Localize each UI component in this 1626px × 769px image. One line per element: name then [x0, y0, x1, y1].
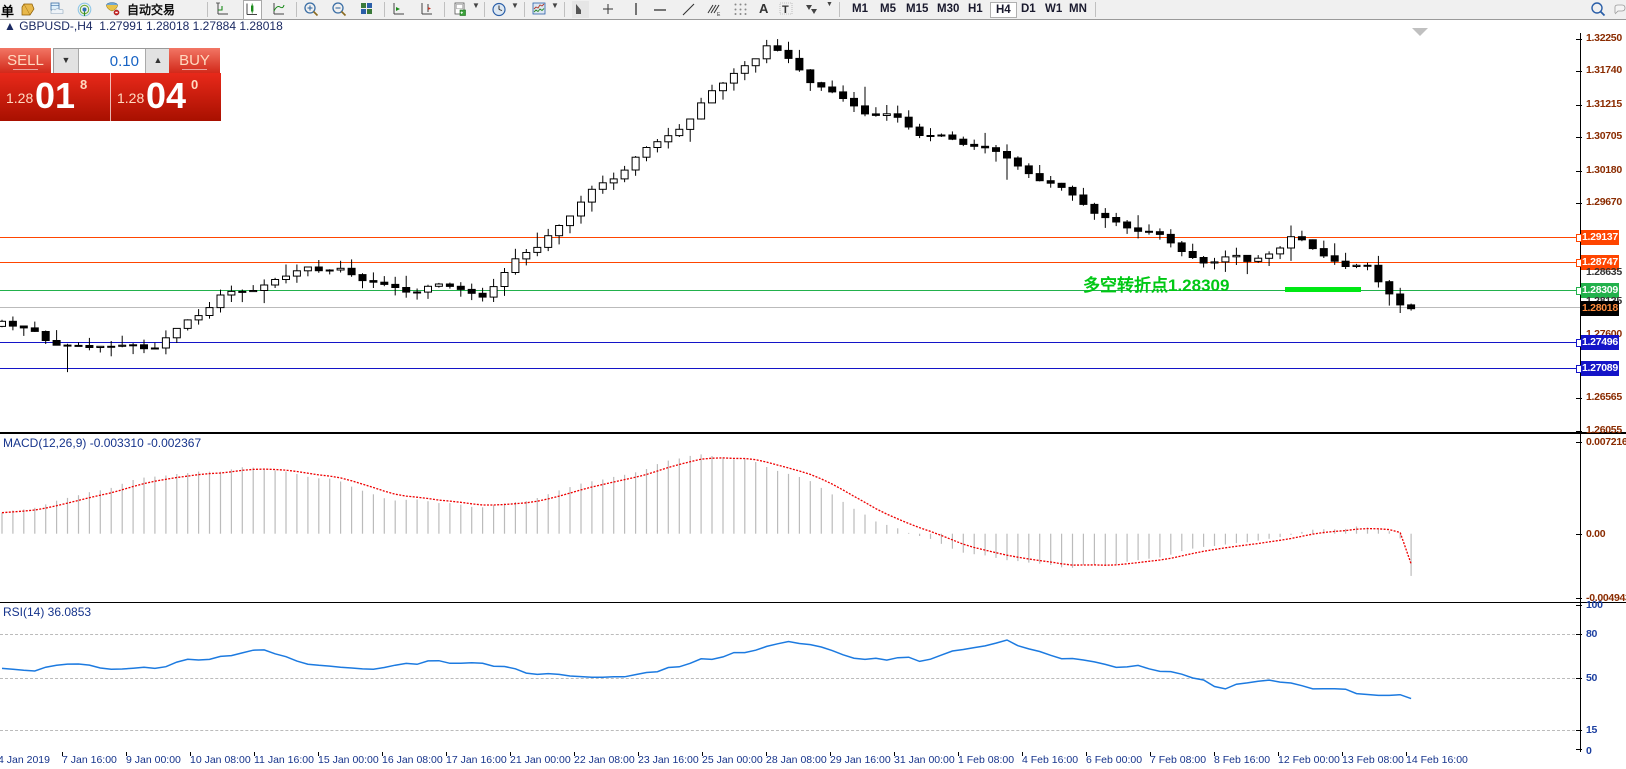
svg-text:E: E — [717, 12, 721, 18]
svg-text:T: T — [782, 4, 789, 16]
